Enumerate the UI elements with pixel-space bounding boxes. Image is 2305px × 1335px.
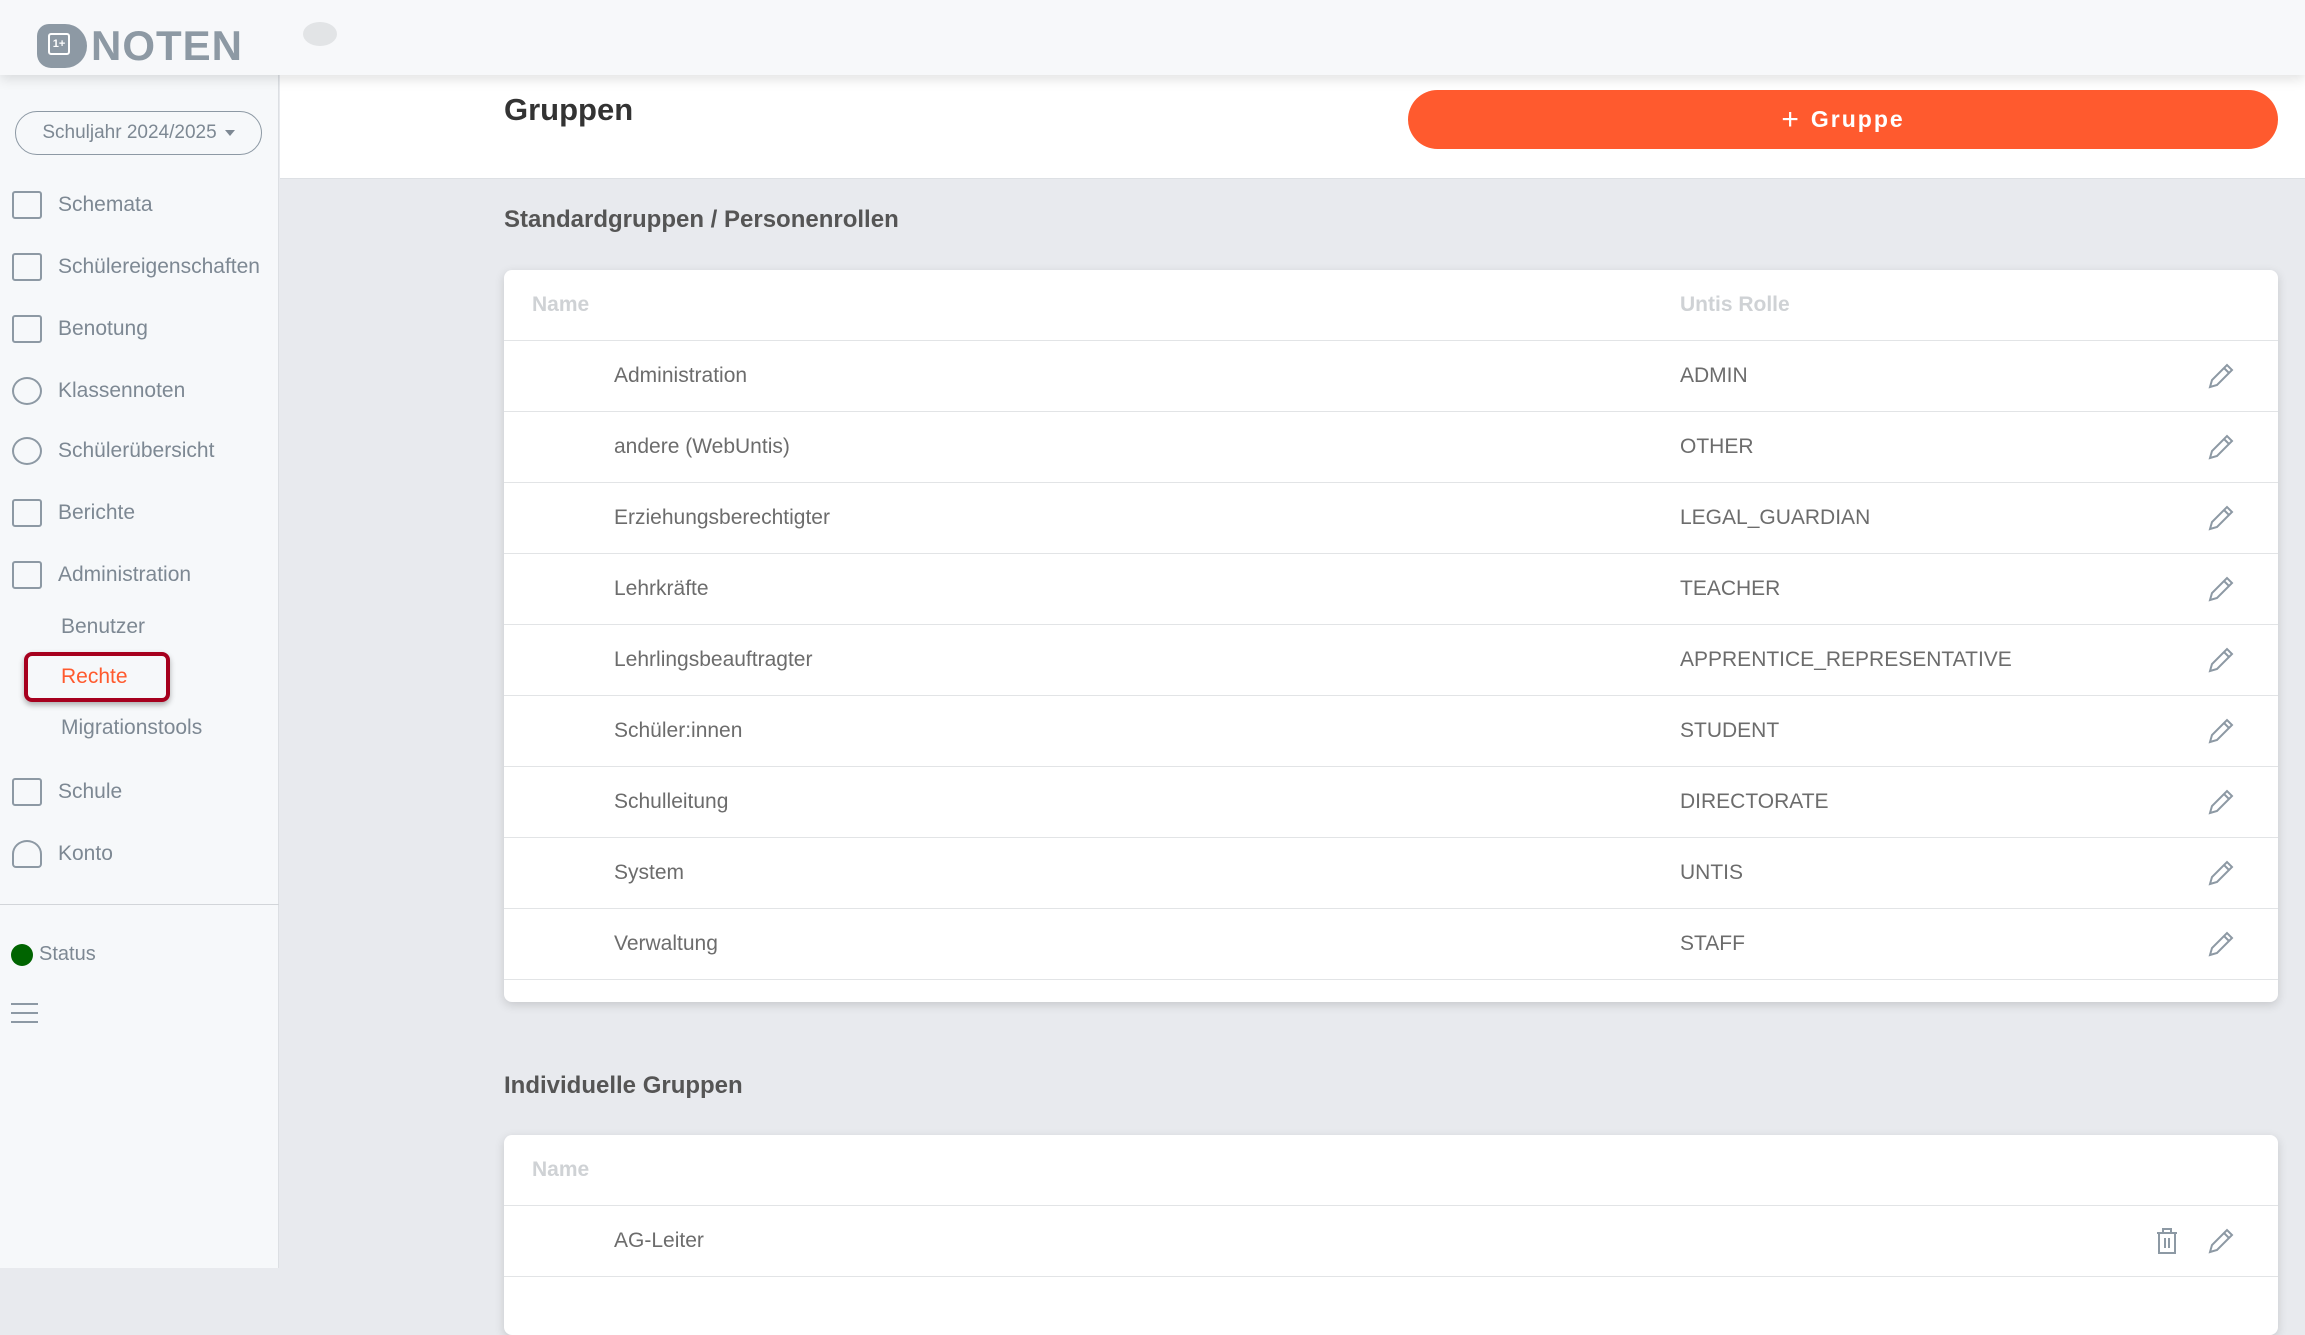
group-name: Erziehungsberechtigter: [614, 506, 830, 529]
untis-role: STUDENT: [1680, 719, 1780, 742]
untis-role: OTHER: [1680, 435, 1754, 458]
school-icon: [12, 778, 42, 806]
pencil-icon[interactable]: [2206, 787, 2236, 817]
admin-settings-icon: [12, 561, 42, 589]
table-row: Lehrlingsbeauftragter APPRENTICE_REPRESEN…: [504, 625, 2278, 696]
school-year-selector[interactable]: Schuljahr 2024/2025: [15, 111, 262, 155]
sidebar-subitem-benutzer[interactable]: Benutzer: [61, 615, 146, 638]
user-icon: [12, 840, 42, 868]
caret-down-icon: [224, 130, 235, 136]
class-group-icon: [12, 377, 42, 405]
pencil-icon[interactable]: [2206, 432, 2236, 462]
table-row: Verwaltung STAFF: [504, 909, 2278, 980]
pencil-icon[interactable]: [2206, 645, 2236, 675]
untis-role: APPRENTICE_REPRESENTATIVE: [1680, 648, 2012, 671]
untis-role: LEGAL_GUARDIAN: [1680, 506, 1871, 529]
group-name: andere (WebUntis): [614, 435, 790, 458]
table-header: Name: [504, 1135, 2278, 1206]
individual-groups-table: Name AG-Leiter: [504, 1135, 2278, 1335]
pencil-icon[interactable]: [2206, 716, 2236, 746]
sidebar-item-schule[interactable]: Schule: [12, 778, 122, 806]
logo-icon: 1+: [37, 24, 87, 68]
add-group-button[interactable]: + Gruppe: [1408, 90, 2278, 149]
sidebar-subitem-rechte[interactable]: Rechte: [61, 665, 128, 688]
group-name: Schüler:innen: [614, 719, 743, 742]
untis-role: ADMIN: [1680, 364, 1748, 387]
pencil-icon[interactable]: [2206, 503, 2236, 533]
untis-role: STAFF: [1680, 932, 1745, 955]
group-name: Lehrkräfte: [614, 577, 709, 600]
pencil-icon[interactable]: [2206, 361, 2236, 391]
section-heading-standard: Standardgruppen / Personenrollen: [504, 206, 899, 233]
logo[interactable]: 1+ NOTEN: [37, 22, 243, 70]
student-properties-icon: [12, 253, 42, 281]
status-indicator[interactable]: Status: [11, 943, 96, 966]
page-title: Gruppen: [504, 92, 634, 127]
sidebar-item-administration[interactable]: Administration: [12, 561, 191, 589]
group-name: Schulleitung: [614, 790, 729, 813]
status-dot-icon: [11, 943, 33, 966]
sidebar-item-schuleruebersicht[interactable]: Schülerübersicht: [12, 437, 214, 465]
pencil-icon[interactable]: [2206, 1226, 2236, 1256]
reports-icon: [12, 499, 42, 527]
untis-role: UNTIS: [1680, 861, 1743, 884]
group-name: Lehrlingsbeauftragter: [614, 648, 813, 671]
table-row: Schulleitung DIRECTORATE: [504, 767, 2278, 838]
sidebar-item-schemata[interactable]: Schemata: [12, 191, 153, 219]
divider: [0, 904, 279, 905]
menu-icon[interactable]: [11, 1003, 38, 1030]
schema-icon: [12, 191, 42, 219]
highlight-box: [24, 652, 170, 702]
sidebar-item-benotung[interactable]: Benotung: [12, 315, 148, 343]
pencil-icon[interactable]: [2206, 574, 2236, 604]
table-row: Erziehungsberechtigter LEGAL_GUARDIAN: [504, 483, 2278, 554]
pencil-icon[interactable]: [2206, 858, 2236, 888]
group-name: Verwaltung: [614, 932, 718, 955]
table-row: System UNTIS: [504, 838, 2278, 909]
sidebar: Schuljahr 2024/2025 Schemata Schülereige…: [0, 75, 279, 1268]
plus-icon: +: [1781, 102, 1801, 136]
grading-icon: [12, 315, 42, 343]
chat-icon[interactable]: [303, 22, 337, 46]
untis-role: DIRECTORATE: [1680, 790, 1829, 813]
pencil-icon[interactable]: [2206, 929, 2236, 959]
table-row: AG-Leiter: [504, 1206, 2278, 1277]
table-row: andere (WebUntis) OTHER: [504, 412, 2278, 483]
group-name: System: [614, 861, 685, 884]
group-name: Administration: [614, 364, 748, 387]
standard-groups-table: Name Untis Rolle Administration ADMIN ander…: [504, 270, 2278, 1002]
sidebar-item-konto[interactable]: Konto: [12, 840, 113, 868]
sidebar-subitem-migrationstools[interactable]: Migrationstools: [61, 716, 203, 739]
sidebar-item-berichte[interactable]: Berichte: [12, 499, 135, 527]
table-row: Lehrkräfte TEACHER: [504, 554, 2278, 625]
trash-icon[interactable]: [2154, 1226, 2180, 1256]
student-search-icon: [12, 437, 42, 465]
top-bar: 1+ NOTEN: [0, 0, 2305, 75]
table-row: Administration ADMIN: [504, 341, 2278, 412]
table-row: Schüler:innen STUDENT: [504, 696, 2278, 767]
table-header: Name Untis Rolle: [504, 270, 2278, 341]
section-heading-individual: Individuelle Gruppen: [504, 1072, 743, 1099]
sidebar-item-schuelereigenschaften[interactable]: Schülereigenschaften: [12, 253, 260, 281]
untis-role: TEACHER: [1680, 577, 1781, 600]
sidebar-item-klassennoten[interactable]: Klassennoten: [12, 377, 185, 405]
logo-text: NOTEN: [91, 22, 243, 69]
